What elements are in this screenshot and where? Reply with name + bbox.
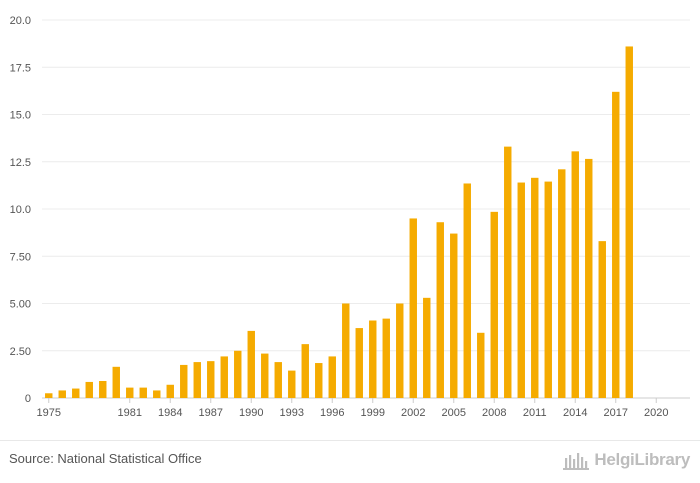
bar xyxy=(558,169,566,398)
bar xyxy=(139,387,147,398)
bar xyxy=(585,158,593,398)
bar xyxy=(288,370,296,398)
x-tick-label: 2011 xyxy=(523,407,547,419)
x-tick-label: 2002 xyxy=(401,407,425,419)
bar xyxy=(274,362,282,398)
bar xyxy=(301,344,309,398)
bar xyxy=(396,303,404,398)
bar xyxy=(85,381,93,398)
y-tick-label: 17.5 xyxy=(10,62,31,74)
bar xyxy=(369,320,377,398)
bar xyxy=(450,233,458,398)
library-icon xyxy=(563,453,590,470)
brand-logo: HelgiLibrary xyxy=(562,447,690,473)
bar xyxy=(517,182,525,398)
x-tick-label: 1990 xyxy=(239,407,263,419)
bar xyxy=(193,362,201,398)
x-tick-label: 2014 xyxy=(563,407,587,419)
bar xyxy=(571,151,579,398)
bar xyxy=(355,328,363,398)
y-tick-label: 20.0 xyxy=(10,15,31,27)
x-tick-label: 1999 xyxy=(361,407,385,419)
source-note: Source: National Statistical Office xyxy=(9,451,202,466)
x-tick-label: 2017 xyxy=(604,407,628,419)
bar xyxy=(207,361,215,398)
y-tick-label: 10.0 xyxy=(10,204,31,216)
x-axis: 1975 1981 1984 1987 1990 1993 1996 1999 2002 2005… xyxy=(37,398,668,419)
bar-chart: 1975 1981 1984 1987 1990 1993 1996 1999 2002 2005… xyxy=(10,15,690,419)
bar xyxy=(261,353,269,398)
bars xyxy=(45,46,633,399)
bar xyxy=(382,318,390,398)
bar xyxy=(126,387,134,398)
bar xyxy=(463,183,471,398)
bar xyxy=(72,388,80,398)
bar xyxy=(112,366,120,398)
bar xyxy=(625,46,633,399)
y-tick-label: 12.5 xyxy=(10,157,31,169)
bar xyxy=(612,91,620,398)
bar xyxy=(328,356,336,398)
bar xyxy=(45,393,53,398)
y-tick-label: 5.00 xyxy=(10,299,31,311)
y-tick-label: 0 xyxy=(25,393,31,405)
bar xyxy=(58,390,66,398)
bar xyxy=(342,303,350,398)
x-tick-label: 1996 xyxy=(320,407,344,419)
bar xyxy=(166,384,174,398)
bar xyxy=(531,177,539,398)
y-tick-label: 15.0 xyxy=(10,110,31,122)
y-tick-label: 2.50 xyxy=(10,346,31,358)
bar xyxy=(436,222,444,398)
bar xyxy=(315,363,323,398)
x-tick-label: 1993 xyxy=(280,407,304,419)
x-tick-label: 1987 xyxy=(199,407,223,419)
x-tick-label: 2008 xyxy=(482,407,506,419)
gridlines xyxy=(42,19,690,399)
y-tick-label: 7.50 xyxy=(10,251,31,263)
y-axis: 0 2.50 5.00 7.50 10.0 12.5 15.0 17.5 20.0 xyxy=(10,15,31,405)
x-tick-label: 2005 xyxy=(442,407,466,419)
bar xyxy=(504,146,512,398)
bar xyxy=(477,332,485,398)
bar xyxy=(409,218,417,398)
bar xyxy=(220,356,228,398)
bar xyxy=(153,390,161,398)
bar xyxy=(234,350,242,398)
bar xyxy=(490,211,498,398)
bar xyxy=(544,181,552,398)
x-tick-label: 1975 xyxy=(37,407,61,419)
bar xyxy=(247,330,255,398)
x-tick-label: 1981 xyxy=(118,407,142,419)
bar xyxy=(99,380,107,398)
bar xyxy=(598,241,606,398)
x-tick-label: 1984 xyxy=(158,407,182,419)
bar xyxy=(423,297,431,398)
brand-name: HelgiLibrary xyxy=(594,450,690,469)
chart-footer: Source: National Statistical Office Helg… xyxy=(0,440,700,483)
x-tick-label: 2020 xyxy=(644,407,668,419)
bar xyxy=(180,364,188,398)
